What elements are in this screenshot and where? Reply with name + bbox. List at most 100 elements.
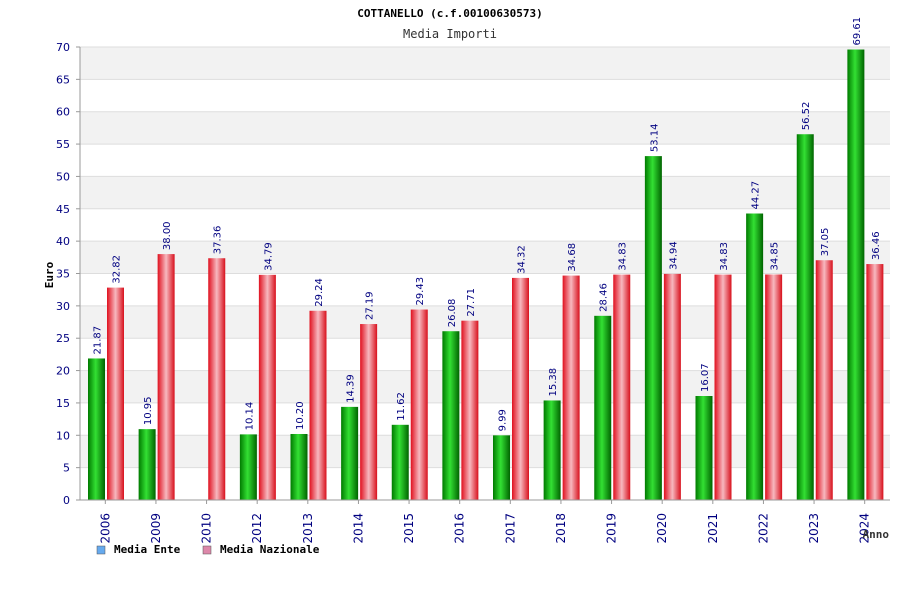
bar-ente	[290, 433, 308, 500]
y-tick-label: 15	[56, 397, 70, 410]
bar-value-label: 37.05	[820, 228, 831, 257]
bar-ente	[88, 358, 105, 500]
bar-value-label: 34.32	[517, 245, 528, 274]
y-tick-label: 0	[63, 494, 70, 507]
x-axis-ticks: 2006 2009 2010 2012 2013 2014 2015 2016 2017 2018…	[98, 500, 872, 544]
bar-value-label: 26.08	[447, 299, 458, 328]
x-tick-label: 2023	[807, 513, 821, 544]
bars	[88, 49, 884, 501]
bar-ente	[493, 435, 510, 500]
bar-ente	[746, 213, 764, 500]
bar-value-label: 34.85	[770, 242, 781, 271]
bar-nazionale	[562, 275, 580, 500]
x-tick-label: 2006	[98, 513, 112, 544]
x-tick-label: 2012	[250, 513, 264, 544]
chart-subtitle: Media Importi	[403, 27, 497, 41]
legend-swatch-ente	[96, 545, 106, 555]
bar-nazionale	[410, 309, 428, 500]
bar-ente	[847, 49, 865, 500]
y-tick-label: 35	[56, 268, 70, 281]
bar-ente	[543, 400, 561, 500]
bar-labels: 21.87 32.82 10.95 38.00 37.36 10.14 34.79 10.20…	[93, 17, 882, 431]
bar-nazionale	[613, 274, 631, 500]
bar-value-label: 27.71	[466, 288, 477, 317]
bar-value-label: 56.52	[801, 102, 812, 131]
bar-nazionale	[714, 274, 732, 500]
y-tick-label: 45	[56, 203, 70, 216]
y-tick-label: 70	[56, 41, 70, 54]
bar-value-label: 11.62	[396, 392, 407, 421]
bar-value-label: 10.14	[244, 402, 255, 431]
chart-title: COTTANELLO (c.f.00100630573)	[357, 7, 542, 20]
grid-band	[80, 241, 890, 274]
bar-value-label: 36.46	[871, 231, 882, 260]
bar-nazionale	[258, 274, 276, 500]
bar-value-label: 29.43	[415, 277, 426, 306]
bar-value-label: 34.83	[719, 242, 730, 271]
legend: Media Ente Media Nazionale	[96, 543, 320, 556]
bar-nazionale	[815, 260, 833, 500]
x-tick-label: 2016	[453, 513, 467, 544]
bar-nazionale	[461, 320, 479, 500]
legend-swatch-nazionale	[202, 545, 212, 555]
bar-value-label: 34.79	[263, 242, 274, 271]
bar-nazionale	[663, 273, 681, 500]
bar-value-label: 28.46	[599, 283, 610, 312]
bar-value-label: 29.24	[314, 278, 325, 307]
bar-value-label: 69.61	[852, 17, 863, 46]
bar-ente	[594, 315, 612, 500]
y-tick-label: 40	[56, 235, 70, 248]
bar-value-label: 9.99	[498, 409, 509, 431]
y-tick-label: 30	[56, 300, 70, 313]
bar-nazionale	[157, 254, 175, 500]
y-tick-label: 5	[63, 462, 70, 475]
bar-nazionale	[765, 274, 783, 500]
bar-ente	[442, 331, 460, 500]
y-tick-label: 60	[56, 106, 70, 119]
y-tick-label: 10	[56, 429, 70, 442]
bar-value-label: 14.39	[346, 374, 357, 403]
x-tick-label: 2010	[200, 513, 214, 544]
bar-value-label: 34.83	[618, 242, 629, 271]
bar-nazionale	[107, 287, 124, 500]
y-axis-ticks: 0 5 10 15 20 25 30 35 40 45 50 55 60 65 70	[56, 41, 80, 507]
y-tick-label: 55	[56, 138, 70, 151]
x-tick-label: 2021	[706, 513, 720, 544]
grid-band	[80, 176, 890, 209]
x-tick-label: 2024	[858, 513, 872, 544]
y-tick-label: 25	[56, 332, 70, 345]
x-tick-label: 2013	[301, 513, 315, 544]
bar-nazionale	[360, 324, 378, 500]
bar-value-label: 16.07	[700, 363, 711, 392]
bar-value-label: 34.68	[567, 243, 578, 272]
y-axis-label: Euro	[43, 261, 56, 288]
bar-value-label: 37.36	[213, 226, 224, 255]
bar-nazionale	[208, 258, 226, 500]
bar-value-label: 10.95	[143, 396, 154, 425]
y-tick-label: 50	[56, 170, 70, 183]
bar-value-label: 10.20	[295, 401, 306, 430]
x-tick-label: 2014	[351, 513, 365, 544]
bar-ente	[391, 424, 409, 500]
legend-label-nazionale: Media Nazionale	[220, 543, 320, 556]
legend-label-ente: Media Ente	[114, 543, 181, 556]
x-tick-label: 2018	[554, 513, 568, 544]
bar-value-label: 27.19	[365, 291, 376, 320]
bar-value-label: 44.27	[751, 181, 762, 210]
bar-nazionale	[512, 277, 529, 500]
bar-ente	[239, 434, 257, 500]
x-axis-label: Anno	[863, 528, 890, 541]
bar-value-label: 32.82	[112, 255, 123, 284]
x-tick-label: 2009	[149, 513, 163, 544]
bar-value-label: 34.94	[668, 241, 679, 270]
bar-ente	[138, 429, 156, 500]
bar-nazionale	[866, 264, 884, 500]
x-tick-label: 2022	[756, 513, 770, 544]
grid-band	[80, 111, 890, 145]
bar-value-label: 53.14	[649, 123, 660, 152]
bar-ente	[644, 156, 662, 501]
bar-ente	[796, 134, 814, 500]
bar-value-label: 15.38	[548, 368, 559, 397]
x-tick-label: 2017	[503, 513, 517, 544]
